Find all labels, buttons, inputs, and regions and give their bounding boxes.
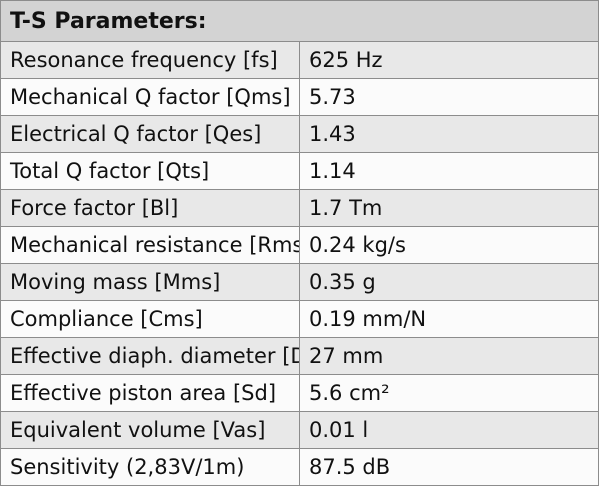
table-row: Force factor [Bl] 1.7 Tm	[0, 189, 599, 227]
parameter-name: Sensitivity (2,83V/1m)	[0, 448, 300, 486]
table-row: Effective piston area [Sd] 5.6 cm²	[0, 374, 599, 412]
parameter-name: Force factor [Bl]	[0, 189, 300, 227]
parameter-name: Effective diaph. diameter [D]	[0, 337, 300, 375]
table-header-row: T-S Parameters:	[0, 0, 599, 42]
table-row: Mechanical Q factor [Qms] 5.73	[0, 78, 599, 116]
parameter-name: Mechanical resistance [Rms]	[0, 226, 300, 264]
table-row: Compliance [Cms] 0.19 mm/N	[0, 300, 599, 338]
parameter-name: Total Q factor [Qts]	[0, 152, 300, 190]
table-row: Sensitivity (2,83V/1m) 87.5 dB	[0, 448, 599, 486]
parameter-value: 625 Hz	[299, 41, 599, 79]
table-row: Moving mass [Mms] 0.35 g	[0, 263, 599, 301]
parameter-name: Electrical Q factor [Qes]	[0, 115, 300, 153]
table-row: Resonance frequency [fs] 625 Hz	[0, 41, 599, 79]
parameter-name: Moving mass [Mms]	[0, 263, 300, 301]
table-row: Mechanical resistance [Rms] 0.24 kg/s	[0, 226, 599, 264]
parameter-value: 87.5 dB	[299, 448, 599, 486]
parameter-value: 0.24 kg/s	[299, 226, 599, 264]
parameter-name: Equivalent volume [Vas]	[0, 411, 300, 449]
parameter-name: Compliance [Cms]	[0, 300, 300, 338]
parameter-name: Effective piston area [Sd]	[0, 374, 300, 412]
table-row: Electrical Q factor [Qes] 1.43	[0, 115, 599, 153]
parameter-name: Mechanical Q factor [Qms]	[0, 78, 300, 116]
parameter-value: 0.35 g	[299, 263, 599, 301]
parameter-value: 1.43	[299, 115, 599, 153]
parameter-value: 1.14	[299, 152, 599, 190]
table-title: T-S Parameters:	[0, 0, 599, 42]
parameter-value: 5.6 cm²	[299, 374, 599, 412]
table-row: Total Q factor [Qts] 1.14	[0, 152, 599, 190]
parameter-value: 1.7 Tm	[299, 189, 599, 227]
table-row: Effective diaph. diameter [D] 27 mm	[0, 337, 599, 375]
parameter-value: 27 mm	[299, 337, 599, 375]
table-row: Equivalent volume [Vas] 0.01 l	[0, 411, 599, 449]
parameter-value: 0.01 l	[299, 411, 599, 449]
parameter-name: Resonance frequency [fs]	[0, 41, 300, 79]
parameter-value: 0.19 mm/N	[299, 300, 599, 338]
parameter-value: 5.73	[299, 78, 599, 116]
